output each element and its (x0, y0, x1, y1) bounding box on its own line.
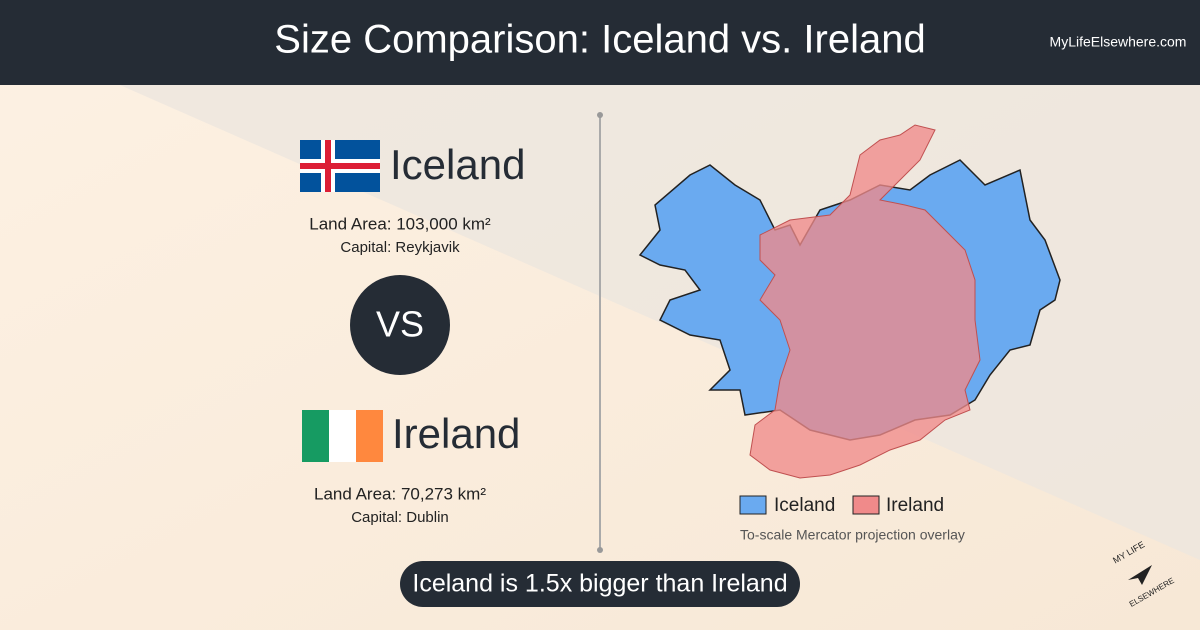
ireland-flag (302, 410, 383, 462)
map-note: To-scale Mercator projection overlay (740, 527, 965, 543)
divider-dot (597, 547, 603, 553)
land-area: Land Area: 70,273 km² (314, 484, 486, 503)
country-name: Ireland (392, 410, 520, 457)
vs-text: VS (376, 304, 424, 345)
land-area: Land Area: 103,000 km² (309, 214, 491, 233)
legend-label: Iceland (774, 495, 835, 516)
summary-pill (400, 561, 800, 607)
legend-swatch (739, 495, 767, 515)
divider-dot (597, 112, 603, 118)
ireland-shape (749, 124, 981, 479)
legend-label: Ireland (886, 495, 944, 516)
vs-badge (350, 275, 450, 375)
capital: Capital: Reykjavik (340, 239, 460, 256)
header-bar (0, 0, 1200, 85)
country-name: Iceland (390, 141, 525, 188)
site-name: MyLifeElsewhere.com (1050, 34, 1187, 50)
iceland-flag (300, 140, 380, 192)
summary-text: Iceland is 1.5x bigger than Ireland (412, 570, 787, 598)
title: Size Comparison: Iceland vs. Ireland (274, 18, 925, 62)
capital: Capital: Dublin (351, 509, 449, 526)
legend-swatch (852, 495, 880, 515)
